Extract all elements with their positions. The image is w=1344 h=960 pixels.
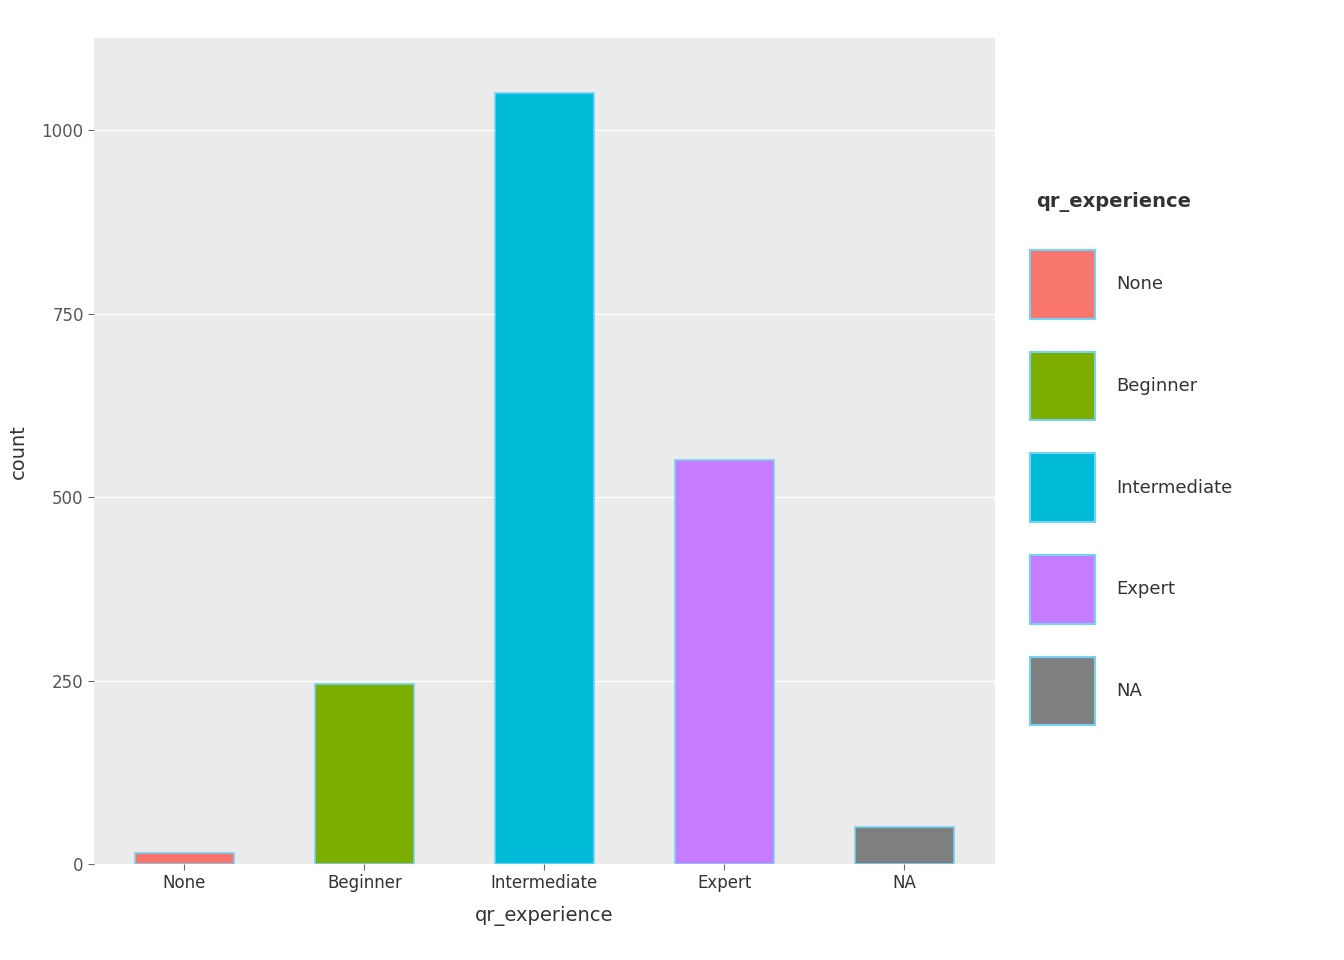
FancyBboxPatch shape bbox=[1031, 250, 1095, 319]
Text: Beginner: Beginner bbox=[1116, 377, 1198, 396]
Text: Intermediate: Intermediate bbox=[1116, 479, 1232, 496]
Text: None: None bbox=[1116, 276, 1163, 294]
Bar bbox=[855, 828, 954, 864]
X-axis label: qr_experience: qr_experience bbox=[474, 906, 614, 926]
Text: NA: NA bbox=[1116, 682, 1142, 700]
FancyBboxPatch shape bbox=[1031, 657, 1095, 726]
Bar bbox=[134, 853, 234, 864]
Y-axis label: count: count bbox=[8, 423, 28, 479]
FancyBboxPatch shape bbox=[1031, 351, 1095, 420]
Bar bbox=[495, 93, 594, 864]
Text: Expert: Expert bbox=[1116, 580, 1175, 598]
Bar bbox=[314, 684, 414, 864]
Text: qr_experience: qr_experience bbox=[1036, 192, 1191, 212]
FancyBboxPatch shape bbox=[1031, 453, 1095, 522]
FancyBboxPatch shape bbox=[1031, 555, 1095, 624]
Bar bbox=[675, 461, 774, 864]
